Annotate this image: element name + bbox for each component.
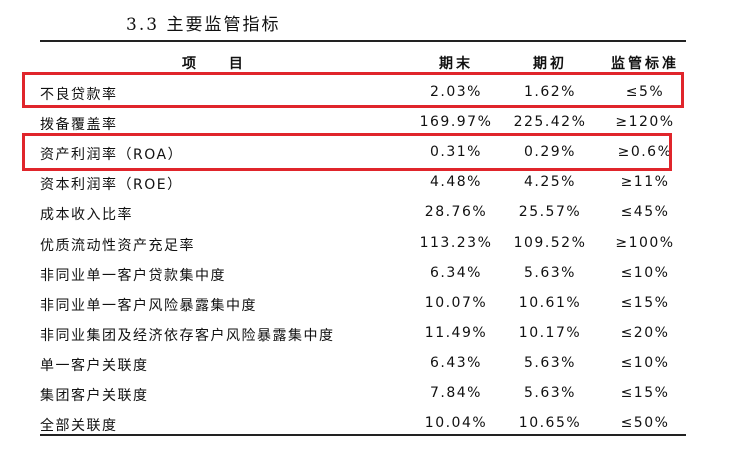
row-name: 单一客户关联度 [40, 357, 149, 374]
table-row: 全部关联度 10.04% 10.65% ≤50% [40, 408, 686, 438]
row-name: 非同业单一客户贷款集中度 [40, 267, 226, 284]
header-period-end: 期末 [439, 56, 473, 72]
row-standard: ≥120% [615, 114, 675, 131]
row-period-begin: 225.42% [513, 114, 587, 131]
row-period-begin: 10.65% [518, 415, 582, 432]
table-row: 单一客户关联度 6.43% 5.63% ≤10% [40, 348, 686, 378]
row-period-end: 6.43% [430, 354, 482, 371]
row-period-begin: 10.17% [518, 324, 582, 341]
row-name: 非同业集团及经济依存客户风险暴露集中度 [40, 327, 335, 344]
table-top-rule [40, 40, 686, 42]
row-standard: ≤50% [620, 415, 670, 432]
table-row: 资产利润率（ROA） 0.31% 0.29% ≥0.6% [40, 137, 686, 167]
row-standard: ≤15% [620, 385, 670, 401]
row-period-end: 7.84% [430, 385, 482, 401]
row-standard: ≤5% [625, 84, 665, 100]
table-row: 成本收入比率 28.76% 25.57% ≤45% [40, 197, 686, 227]
row-period-begin: 1.62% [524, 84, 576, 100]
table-row: 非同业单一客户风险暴露集中度 10.07% 10.61% ≤15% [40, 288, 686, 318]
row-name: 资产利润率（ROA） [40, 147, 184, 164]
row-period-begin: 5.63% [524, 385, 576, 401]
highlight-box-npl [22, 72, 684, 108]
row-standard: ≥100% [615, 234, 675, 251]
row-standard: ≤20% [620, 324, 670, 341]
row-period-end: 11.49% [424, 324, 488, 341]
table-row: 非同业集团及经济依存客户风险暴露集中度 11.49% 10.17% ≤20% [40, 318, 686, 348]
highlight-box-roa [22, 133, 672, 171]
row-period-end: 4.48% [430, 174, 482, 191]
row-name: 不良贷款率 [40, 87, 118, 103]
row-period-begin: 5.63% [524, 354, 576, 371]
row-period-end: 6.34% [430, 264, 482, 281]
row-period-end: 28.76% [424, 204, 488, 221]
row-standard: ≤10% [620, 354, 670, 371]
table-header: 项 目 期末 期初 监管标准 [40, 43, 686, 73]
header-regulatory-standard: 监管标准 [611, 56, 679, 72]
row-name: 拨备覆盖率 [40, 117, 118, 134]
table-bottom-rule [40, 434, 686, 436]
row-standard: ≤10% [620, 264, 670, 281]
header-period-begin: 期初 [533, 56, 567, 72]
row-standard: ≤15% [620, 294, 670, 311]
row-standard: ≤45% [620, 204, 670, 221]
table-row: 集团客户关联度 7.84% 5.63% ≤15% [40, 378, 686, 408]
row-name: 优质流动性资产充足率 [40, 237, 195, 254]
row-standard: ≥11% [620, 174, 670, 191]
row-period-end: 2.03% [430, 84, 482, 100]
row-name: 资本利润率（ROE） [40, 177, 183, 194]
row-name: 集团客户关联度 [40, 388, 149, 404]
table-row: 优质流动性资产充足率 113.23% 109.52% ≥100% [40, 228, 686, 258]
row-name: 全部关联度 [40, 418, 118, 435]
section-title: 3.3 主要监管指标 [126, 15, 281, 35]
row-period-end: 0.31% [430, 144, 482, 161]
row-name: 非同业单一客户风险暴露集中度 [40, 297, 257, 314]
row-period-begin: 4.25% [524, 174, 576, 191]
table-row: 拨备覆盖率 169.97% 225.42% ≥120% [40, 107, 686, 137]
row-period-begin: 0.29% [524, 144, 576, 161]
row-period-begin: 25.57% [518, 204, 582, 221]
row-period-begin: 5.63% [524, 264, 576, 281]
row-period-end: 169.97% [419, 114, 493, 131]
row-period-end: 113.23% [419, 234, 493, 251]
row-period-end: 10.04% [424, 415, 488, 432]
row-standard: ≥0.6% [617, 144, 673, 161]
row-name: 成本收入比率 [40, 207, 133, 224]
table-row: 非同业单一客户贷款集中度 6.34% 5.63% ≤10% [40, 258, 686, 288]
row-period-begin: 109.52% [513, 234, 587, 251]
row-period-end: 10.07% [424, 294, 488, 311]
table-row: 资本利润率（ROE） 4.48% 4.25% ≥11% [40, 167, 686, 197]
header-item: 项 目 [182, 56, 257, 72]
row-period-begin: 10.61% [518, 294, 582, 311]
table-row: 不良贷款率 2.03% 1.62% ≤5% [40, 77, 686, 107]
